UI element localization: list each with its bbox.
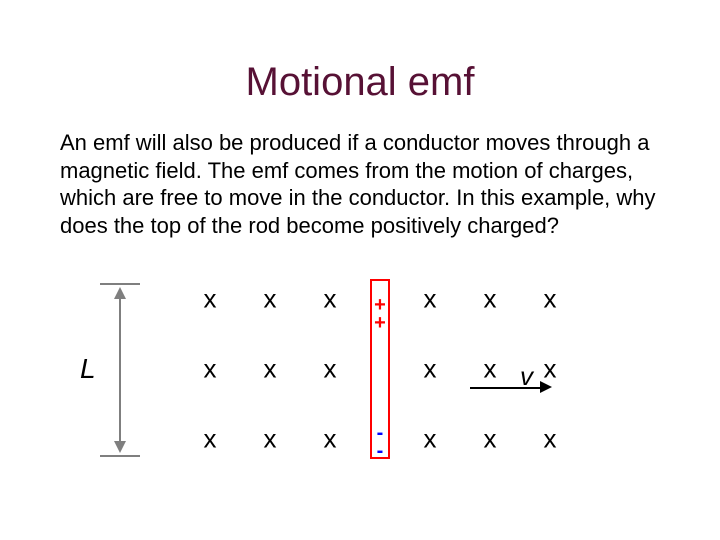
field-x-icon: x [424, 354, 437, 385]
diagram-field-rod: L ++-- v xxxxxxxxxxxxxxxxxx [80, 269, 640, 489]
field-x-icon: x [544, 354, 557, 385]
field-x-icon: x [324, 284, 337, 315]
length-label: L [80, 353, 96, 385]
field-x-icon: x [264, 424, 277, 455]
field-x-icon: x [484, 284, 497, 315]
field-x-icon: x [204, 284, 217, 315]
field-x-icon: x [424, 424, 437, 455]
field-x-icon: x [264, 284, 277, 315]
conducting-rod: ++-- [370, 279, 390, 459]
negative-charge: - [377, 441, 384, 461]
length-tick-bottom [100, 455, 140, 457]
length-arrowhead-down [114, 441, 126, 453]
length-tick-top [100, 283, 140, 285]
field-x-icon: x [324, 354, 337, 385]
positive-charge: + [374, 313, 386, 333]
field-x-icon: x [204, 354, 217, 385]
field-x-icon: x [544, 424, 557, 455]
field-x-icon: x [264, 354, 277, 385]
velocity-label: v [520, 361, 533, 392]
field-x-icon: x [484, 424, 497, 455]
field-x-icon: x [204, 424, 217, 455]
slide-title: Motional emf [60, 60, 660, 105]
length-arrow-shaft [119, 297, 121, 441]
field-x-icon: x [424, 284, 437, 315]
field-x-icon: x [324, 424, 337, 455]
slide: Motional emf An emf will also be produce… [0, 0, 720, 540]
field-x-icon: x [484, 354, 497, 385]
field-x-icon: x [544, 284, 557, 315]
length-indicator: L [80, 269, 170, 469]
body-paragraph: An emf will also be produced if a conduc… [60, 129, 660, 239]
